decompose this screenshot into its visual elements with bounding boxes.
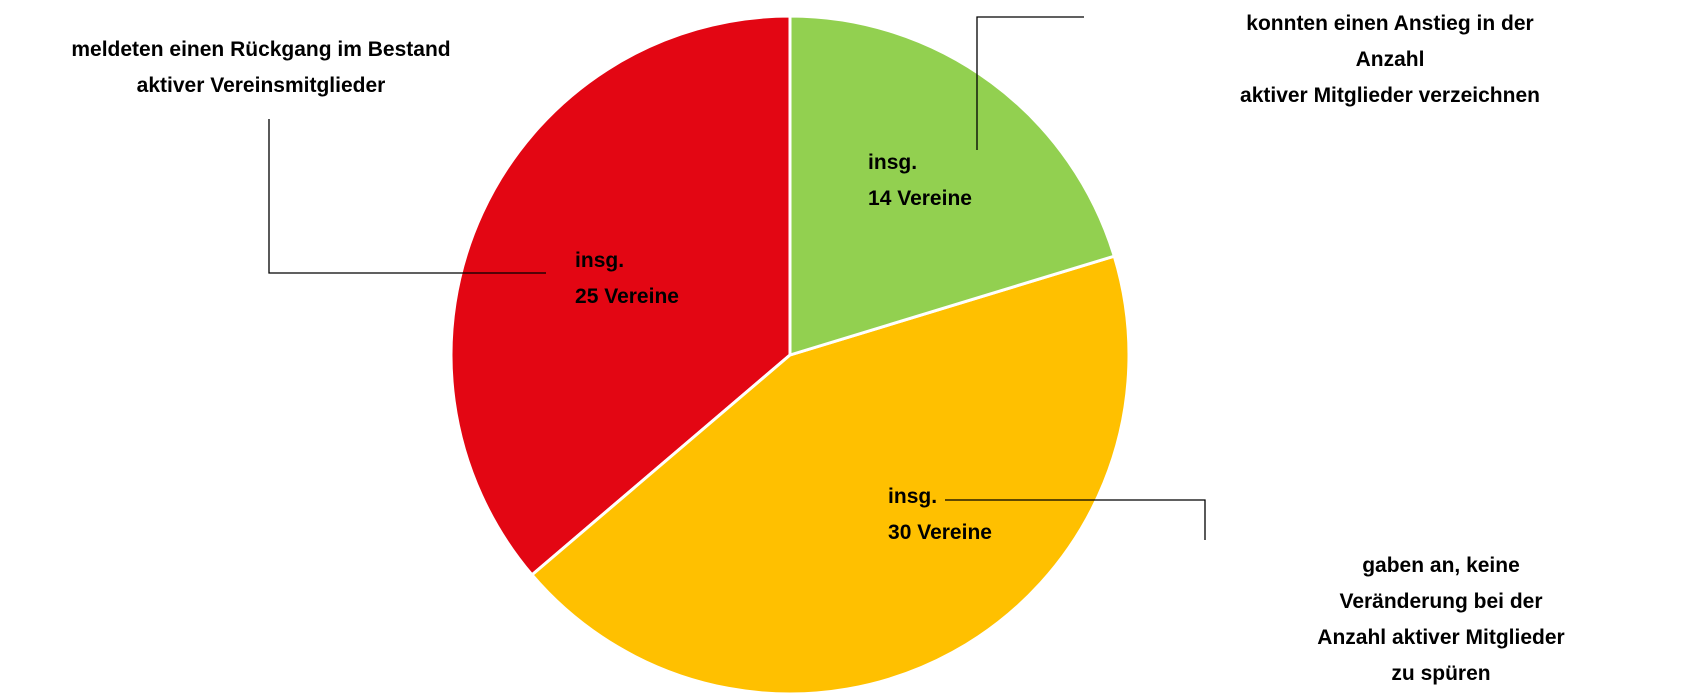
data-label: insg. 25 Vereine — [575, 249, 679, 308]
data-label: insg. 14 Vereine — [868, 151, 972, 210]
pie-slice — [529, 254, 1131, 694]
leader-line — [268, 119, 546, 274]
category-label: konnten einen Anstieg in der Anzahl akti… — [1240, 12, 1540, 107]
data-label: insg. 30 Vereine — [888, 485, 992, 544]
leader-line — [976, 16, 1084, 150]
leader-line — [945, 499, 1206, 540]
category-label: meldeten einen Rückgang im Bestand aktiv… — [71, 38, 451, 97]
pie-slice — [788, 14, 1117, 358]
category-label: gaben an, keine Veränderung bei der Anza… — [1317, 554, 1565, 685]
pie-slice — [449, 14, 792, 577]
